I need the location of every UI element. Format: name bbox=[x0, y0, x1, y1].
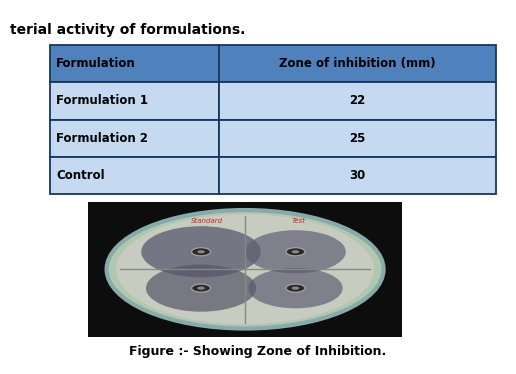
Text: Control: Control bbox=[56, 169, 105, 182]
FancyBboxPatch shape bbox=[50, 120, 219, 157]
Circle shape bbox=[191, 284, 211, 292]
Text: Test: Test bbox=[292, 218, 305, 224]
FancyBboxPatch shape bbox=[50, 82, 219, 120]
Ellipse shape bbox=[141, 226, 261, 278]
Text: terial activity of formulations.: terial activity of formulations. bbox=[10, 23, 246, 37]
Ellipse shape bbox=[146, 264, 256, 312]
Circle shape bbox=[292, 250, 299, 254]
Text: Formulation 2: Formulation 2 bbox=[56, 132, 148, 145]
Circle shape bbox=[286, 284, 305, 292]
Circle shape bbox=[292, 286, 299, 290]
Text: 22: 22 bbox=[349, 95, 366, 107]
Text: 30: 30 bbox=[349, 169, 366, 182]
Text: 25: 25 bbox=[349, 132, 366, 145]
Circle shape bbox=[197, 286, 205, 290]
FancyBboxPatch shape bbox=[219, 157, 496, 194]
Text: Figure :- Showing Zone of Inhibition.: Figure :- Showing Zone of Inhibition. bbox=[130, 345, 386, 358]
Text: Zone of inhibition (mm): Zone of inhibition (mm) bbox=[279, 57, 436, 70]
FancyBboxPatch shape bbox=[219, 45, 496, 82]
Ellipse shape bbox=[116, 214, 374, 324]
Ellipse shape bbox=[245, 230, 346, 273]
FancyBboxPatch shape bbox=[50, 45, 219, 82]
Circle shape bbox=[286, 248, 305, 256]
FancyBboxPatch shape bbox=[50, 157, 219, 194]
Ellipse shape bbox=[107, 210, 383, 328]
Text: Standard: Standard bbox=[191, 218, 223, 224]
FancyBboxPatch shape bbox=[219, 82, 496, 120]
Text: Formulation: Formulation bbox=[56, 57, 136, 70]
Text: Formulation 1: Formulation 1 bbox=[56, 95, 148, 107]
Circle shape bbox=[191, 248, 211, 256]
Circle shape bbox=[197, 250, 205, 254]
FancyBboxPatch shape bbox=[219, 120, 496, 157]
Ellipse shape bbox=[248, 268, 343, 308]
